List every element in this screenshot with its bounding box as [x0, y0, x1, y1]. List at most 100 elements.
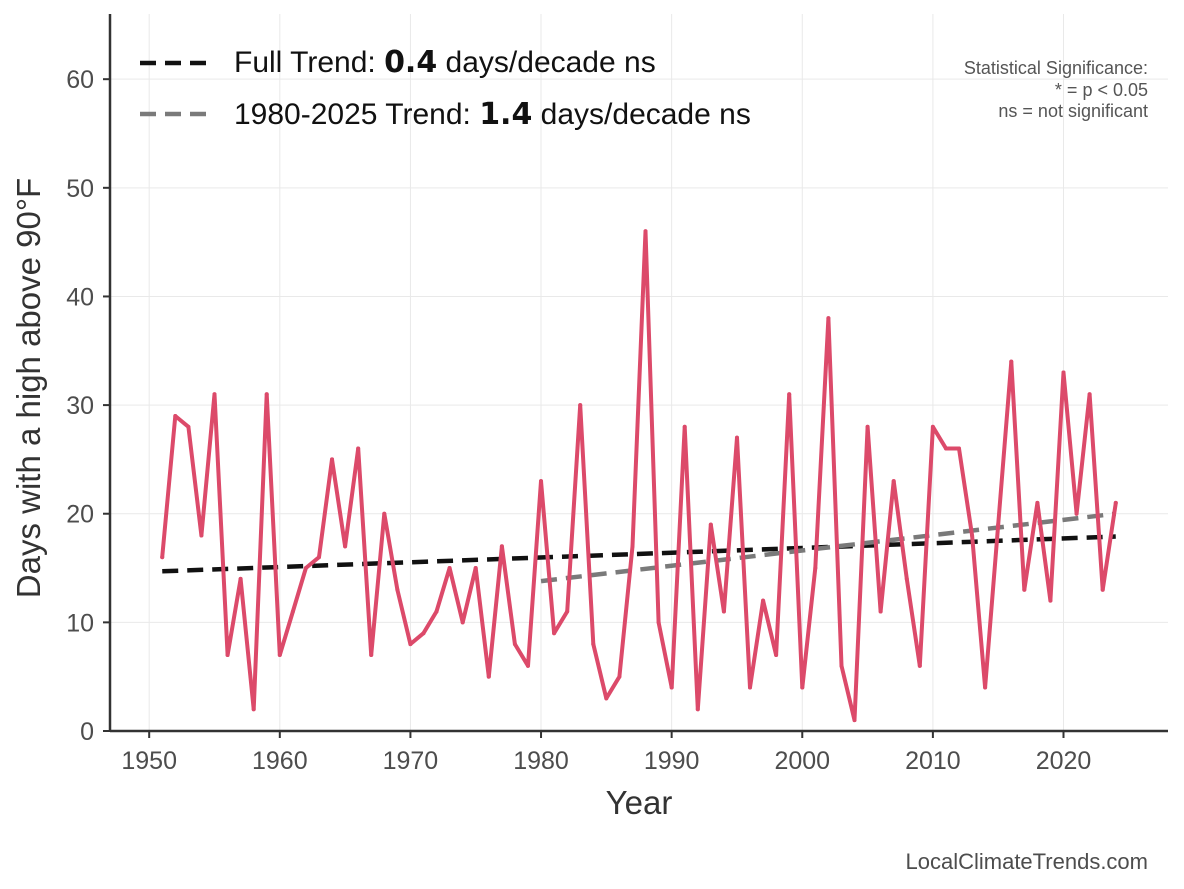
data-point: [852, 718, 857, 723]
y-tick-label: 60: [66, 66, 94, 94]
data-point: [826, 316, 831, 321]
data-point: [656, 620, 661, 625]
data-point: [486, 674, 491, 679]
significance-title: Statistical Significance:: [964, 58, 1148, 78]
data-point: [800, 685, 805, 690]
data-point: [212, 392, 217, 397]
legend-prefix: Full Trend:: [234, 46, 384, 79]
data-point: [264, 392, 269, 397]
data-point: [330, 457, 335, 462]
series-line: [160, 229, 1118, 723]
x-tick-label: 1990: [644, 747, 700, 775]
legend-label-full-trend: Full Trend: 0.4 days/decade ns: [234, 45, 656, 80]
data-point: [774, 652, 779, 657]
data-point: [643, 229, 648, 234]
data-point: [578, 403, 583, 408]
data-point: [1087, 392, 1092, 397]
data-point: [290, 609, 295, 614]
legend-suffix: days/decade ns: [532, 98, 750, 131]
data-point: [251, 707, 256, 712]
legend-label-recent-trend: 1980-2025 Trend: 1.4 days/decade ns: [234, 97, 751, 132]
data-point: [970, 533, 975, 538]
data-point: [695, 707, 700, 712]
axes: [103, 14, 1168, 738]
data-point: [225, 652, 230, 657]
grid-lines: [110, 14, 1168, 732]
data-point: [434, 609, 439, 614]
data-point: [447, 566, 452, 571]
data-point: [525, 663, 530, 668]
data-point: [1048, 598, 1053, 603]
y-axis-title: Days with a high above 90°F: [10, 178, 47, 598]
data-point: [761, 598, 766, 603]
x-tick-label: 1970: [383, 747, 439, 775]
y-tick-label: 40: [66, 283, 94, 311]
data-point: [983, 685, 988, 690]
legend: Full Trend: 0.4 days/decade ns 1980-2025…: [140, 45, 751, 132]
data-point: [369, 652, 374, 657]
data-point: [682, 424, 687, 429]
data-point: [1009, 359, 1014, 364]
data-point: [1074, 511, 1079, 516]
data-point: [839, 663, 844, 668]
data-point: [721, 609, 726, 614]
data-point: [748, 685, 753, 690]
data-point: [708, 522, 713, 527]
credit-label: LocalClimateTrends.com: [906, 849, 1149, 874]
data-point: [996, 522, 1001, 527]
data-point: [1100, 587, 1105, 592]
data-point: [604, 696, 609, 701]
data-point: [199, 533, 204, 538]
legend-suffix: days/decade ns: [437, 46, 655, 79]
data-point: [1061, 370, 1066, 375]
data-point: [734, 435, 739, 440]
data-point: [552, 631, 557, 636]
full-trend-line: [162, 534, 1116, 574]
data-point: [173, 413, 178, 418]
data-point: [343, 544, 348, 549]
data-point: [473, 566, 478, 571]
data-point: [395, 587, 400, 592]
x-tick-label: 1950: [121, 747, 177, 775]
data-point: [186, 424, 191, 429]
data-point: [512, 642, 517, 647]
data-point: [904, 576, 909, 581]
y-tick-label: 10: [66, 609, 94, 637]
x-tick-label: 1980: [513, 747, 569, 775]
data-point: [356, 446, 361, 451]
y-tick-label: 20: [66, 501, 94, 529]
data-point: [277, 652, 282, 657]
data-point: [787, 392, 792, 397]
data-point: [943, 446, 948, 451]
data-series: [160, 229, 1118, 723]
legend-trend-value: 1.4: [479, 97, 532, 132]
data-point: [421, 631, 426, 636]
data-point: [630, 544, 635, 549]
legend-trend-value: 0.4: [384, 45, 437, 80]
data-point: [891, 479, 896, 484]
data-point: [539, 479, 544, 484]
data-point: [382, 511, 387, 516]
data-point: [316, 555, 321, 560]
x-tick-label: 2020: [1036, 747, 1092, 775]
data-point: [930, 424, 935, 429]
data-point: [1022, 587, 1027, 592]
significance-note: Statistical Significance: * = p < 0.05 n…: [964, 58, 1148, 121]
data-point: [303, 566, 308, 571]
x-tick-label: 2010: [905, 747, 961, 775]
y-tick-label: 0: [80, 718, 94, 746]
data-point: [917, 663, 922, 668]
data-point: [591, 642, 596, 647]
data-point: [499, 544, 504, 549]
data-point: [813, 566, 818, 571]
data-point: [865, 424, 870, 429]
significance-line-1: * = p < 0.05: [1055, 80, 1148, 100]
data-point: [617, 674, 622, 679]
data-point: [160, 555, 165, 560]
data-point: [460, 620, 465, 625]
tick-labels: 1950 1960 1970 1980 1990 2000 2010 2020 0 10 20 30 4…: [66, 66, 1091, 775]
data-point: [878, 609, 883, 614]
data-point: [1113, 500, 1118, 505]
y-tick-label: 30: [66, 392, 94, 420]
